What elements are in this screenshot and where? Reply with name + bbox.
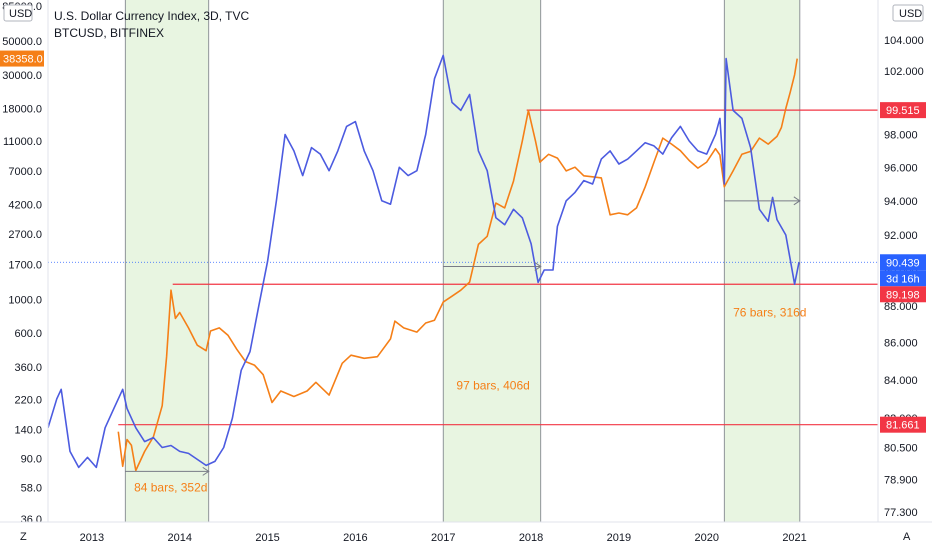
highlight-band xyxy=(443,0,541,522)
right-tick-label: 77.300 xyxy=(884,507,918,519)
left-price-axis[interactable] xyxy=(0,0,48,522)
price-badge: 90.439 xyxy=(886,257,920,269)
price-badge-bg xyxy=(880,286,926,303)
price-badge: 99.515 xyxy=(886,105,920,117)
price-badge: 89.198 xyxy=(886,289,920,301)
left-tick-label: 2700.0 xyxy=(8,229,42,241)
left-unit-label: USD xyxy=(9,8,32,20)
price-badge-bg xyxy=(880,254,926,271)
left-tick-label: 50000.0 xyxy=(2,36,42,48)
price-badge-bg xyxy=(880,102,926,119)
price-badge-bg xyxy=(880,270,926,287)
left-tick-label: 1000.0 xyxy=(8,294,42,306)
measure-arrow-head xyxy=(793,196,801,206)
right-tick-label: 88.000 xyxy=(884,301,918,313)
series-lines xyxy=(47,54,800,472)
left-last-price-badge: 38358.0 xyxy=(0,50,44,67)
dxy-line xyxy=(47,54,800,469)
last-price-badge-bg xyxy=(0,50,44,67)
time-axis-ticks: 2013 2014 2015 2016 2017 2018 2019 2020 2021 xyxy=(80,532,807,544)
highlight-band xyxy=(125,0,209,522)
left-tick-label: 7000.0 xyxy=(8,166,42,178)
time-tick-label: 2015 xyxy=(255,532,279,544)
price-badge: 81.661 xyxy=(886,420,920,432)
left-tick-label: 220.0 xyxy=(14,394,42,406)
measure-label: 84 bars, 352d xyxy=(134,481,207,495)
left-tick-label: 1700.0 xyxy=(8,259,42,271)
time-tick-label: 2021 xyxy=(782,532,806,544)
left-tick-label: 30000.0 xyxy=(2,70,42,82)
left-tick-label: 140.0 xyxy=(14,424,42,436)
right-tick-label: 92.000 xyxy=(884,230,918,242)
right-tick-label: 86.000 xyxy=(884,337,918,349)
chart-title: U.S. Dollar Currency Index, 3D, TVC xyxy=(54,9,250,23)
left-tick-label: 18000.0 xyxy=(2,104,42,116)
auto-scale-button[interactable]: A xyxy=(903,531,911,543)
time-axis[interactable] xyxy=(0,522,932,550)
measure-label: 97 bars, 406d xyxy=(456,378,529,392)
right-tick-label: 80.500 xyxy=(884,442,918,454)
right-tick-label: 78.900 xyxy=(884,474,918,486)
price-badge: 3d 16h xyxy=(886,273,920,285)
measure-arrow-head xyxy=(202,466,210,476)
time-tick-label: 2013 xyxy=(80,532,104,544)
price-badge-bg xyxy=(880,416,926,433)
highlight-band xyxy=(724,0,800,522)
time-tick-label: 2018 xyxy=(519,532,543,544)
btcusd-line xyxy=(117,58,798,472)
time-tick-label: 2019 xyxy=(607,532,631,544)
left-unit-box[interactable]: USD xyxy=(3,4,33,22)
measure-arrows xyxy=(125,196,801,476)
left-tick-label: 600.0 xyxy=(14,328,42,340)
left-tick-label: 4200.0 xyxy=(8,200,42,212)
left-tick-label: 360.0 xyxy=(14,362,42,374)
left-tick-label: 58.0 xyxy=(21,482,42,494)
left-tick-label: 90.0 xyxy=(21,453,42,465)
measure-annotations: 84 bars, 352d 97 bars, 406d 76 bars, 316d xyxy=(134,306,806,495)
right-tick-label: 104.000 xyxy=(884,35,924,47)
horizontal-lines xyxy=(48,109,878,426)
time-tick-label: 2016 xyxy=(343,532,367,544)
right-tick-label: 102.000 xyxy=(884,66,924,78)
right-unit-label: USD xyxy=(899,8,922,20)
left-tick-label: 11000.0 xyxy=(3,136,42,148)
measure-arrow-head xyxy=(534,262,542,271)
chart-subtitle: BTCUSD, BITFINEX xyxy=(54,26,164,40)
right-unit-box[interactable]: USD xyxy=(892,4,924,22)
zoom-button[interactable]: Z xyxy=(20,531,27,543)
left-unit-frame xyxy=(3,4,33,22)
right-unit-frame xyxy=(892,4,924,22)
right-tick-label: 94.000 xyxy=(884,196,918,208)
right-tick-label: 98.000 xyxy=(884,130,918,142)
right-axis-badges: 99.515 90.439 3d 16h 89.198 81.661 xyxy=(880,102,926,433)
highlight-bands xyxy=(124,0,801,522)
time-tick-label: 2020 xyxy=(694,532,718,544)
time-tick-label: 2014 xyxy=(168,532,192,544)
right-tick-label: 96.000 xyxy=(884,162,918,174)
right-tick-label: 84.000 xyxy=(884,375,918,387)
time-tick-label: 2017 xyxy=(431,532,455,544)
last-price-badge: 38358.0 xyxy=(3,54,43,66)
measure-label: 76 bars, 316d xyxy=(733,306,806,320)
